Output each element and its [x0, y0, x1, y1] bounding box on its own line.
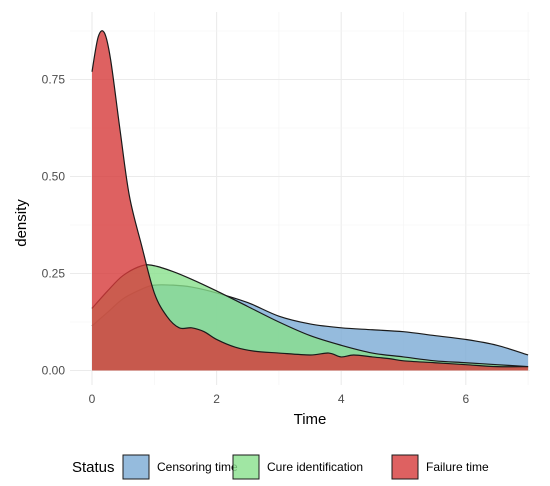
- y-axis-ticks: 0.00 0.25 0.50 0.75: [42, 73, 66, 378]
- legend-label: Failure time: [426, 460, 489, 474]
- x-tick-label: 2: [213, 392, 220, 406]
- x-tick-label: 6: [462, 392, 469, 406]
- x-axis-title: Time: [294, 411, 327, 428]
- legend-title: Status: [72, 459, 115, 476]
- legend: Status Censoring time Cure identification…: [72, 454, 489, 480]
- line-failure-time: [91, 30, 529, 368]
- area-failure-time: [92, 30, 529, 371]
- y-tick-label: 0.00: [42, 364, 66, 378]
- legend-key: [391, 454, 419, 480]
- y-tick-label: 0.75: [42, 73, 66, 87]
- x-tick-label: 4: [338, 392, 345, 406]
- legend-label: Censoring time: [157, 460, 238, 474]
- legend-key: [122, 454, 150, 480]
- y-tick-label: 0.50: [42, 170, 66, 184]
- y-tick-label: 0.25: [42, 267, 66, 281]
- x-axis-ticks: 0 2 4 6: [89, 392, 470, 406]
- legend-key: [232, 454, 260, 480]
- x-tick-label: 0: [89, 392, 96, 406]
- legend-label: Cure identification: [267, 460, 363, 474]
- density-areas: [91, 30, 529, 371]
- y-axis-title: density: [13, 199, 30, 247]
